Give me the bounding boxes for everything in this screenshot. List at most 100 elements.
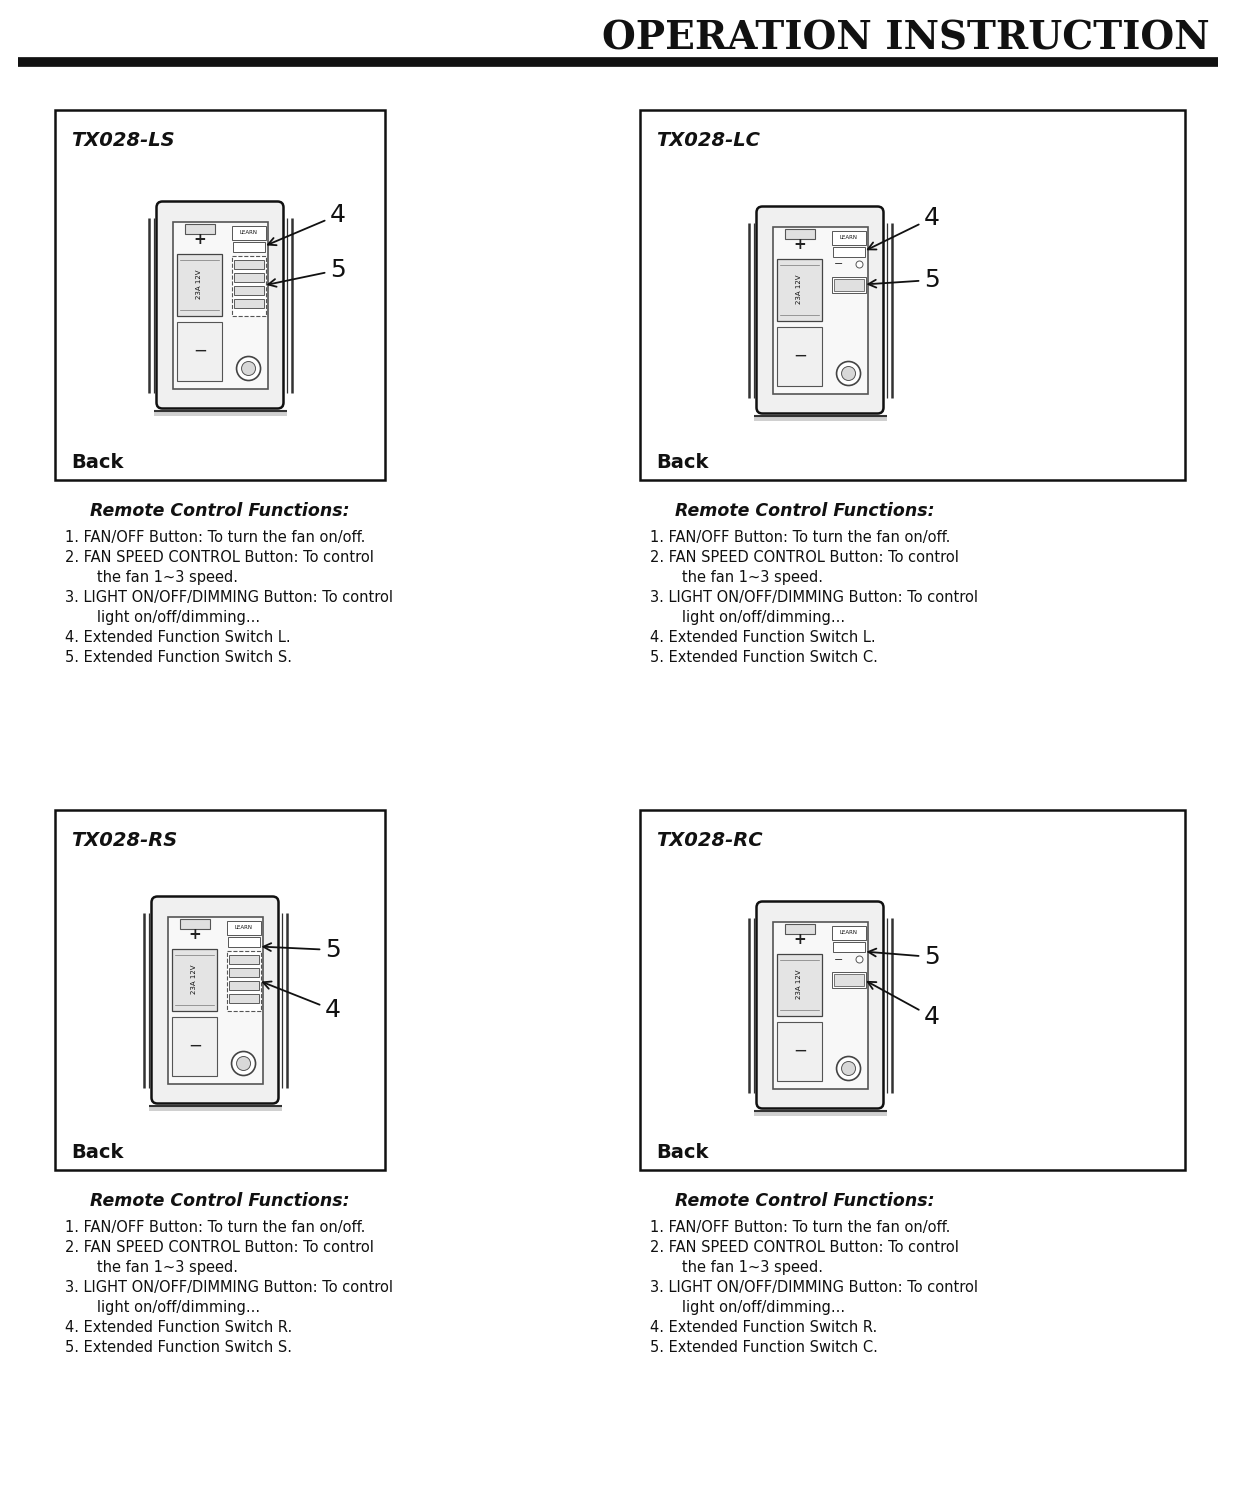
Bar — [231, 255, 266, 315]
Bar — [229, 981, 258, 990]
Text: +: + — [794, 932, 806, 946]
Bar — [776, 327, 822, 386]
Text: Remote Control Functions:: Remote Control Functions: — [90, 503, 350, 520]
Text: 5: 5 — [268, 258, 346, 286]
Text: Back: Back — [656, 453, 708, 471]
Text: light on/off/dimming...: light on/off/dimming... — [83, 610, 260, 626]
Bar — [832, 231, 865, 244]
Text: 23A 12V: 23A 12V — [796, 970, 802, 999]
Text: 1. FAN/OFF Button: To turn the fan on/off.: 1. FAN/OFF Button: To turn the fan on/of… — [650, 530, 950, 544]
Text: −: − — [188, 1036, 201, 1054]
Bar — [229, 993, 258, 1002]
Text: Remote Control Functions:: Remote Control Functions: — [675, 503, 934, 520]
Text: 2. FAN SPEED CONTROL Button: To control: 2. FAN SPEED CONTROL Button: To control — [650, 1240, 959, 1256]
Text: 23A 12V: 23A 12V — [796, 274, 802, 304]
Text: 3. LIGHT ON/OFF/DIMMING Button: To control: 3. LIGHT ON/OFF/DIMMING Button: To contr… — [66, 1280, 393, 1294]
Text: 5. Extended Function Switch S.: 5. Extended Function Switch S. — [66, 650, 292, 664]
Text: 23A 12V: 23A 12V — [192, 964, 197, 994]
Text: the fan 1~3 speed.: the fan 1~3 speed. — [83, 1260, 239, 1275]
FancyBboxPatch shape — [756, 207, 884, 414]
Bar — [833, 279, 864, 291]
Text: 2. FAN SPEED CONTROL Button: To control: 2. FAN SPEED CONTROL Button: To control — [66, 550, 373, 566]
Circle shape — [837, 362, 860, 386]
Text: 3. LIGHT ON/OFF/DIMMING Button: To control: 3. LIGHT ON/OFF/DIMMING Button: To contr… — [650, 590, 978, 604]
Text: TX028-LC: TX028-LC — [656, 130, 760, 150]
Bar — [776, 258, 822, 321]
Bar — [832, 926, 865, 939]
Text: Remote Control Functions:: Remote Control Functions: — [90, 1192, 350, 1210]
Bar — [776, 954, 822, 1016]
Bar — [185, 224, 215, 234]
Bar — [833, 246, 864, 256]
Bar — [772, 226, 868, 393]
Bar — [754, 416, 886, 420]
Text: 4: 4 — [263, 981, 341, 1022]
Circle shape — [837, 1056, 860, 1080]
Text: +: + — [794, 237, 806, 252]
Text: light on/off/dimming...: light on/off/dimming... — [667, 1300, 845, 1316]
Bar — [754, 1110, 886, 1116]
Text: the fan 1~3 speed.: the fan 1~3 speed. — [83, 570, 239, 585]
Text: 2. FAN SPEED CONTROL Button: To control: 2. FAN SPEED CONTROL Button: To control — [66, 1240, 373, 1256]
Text: −: − — [833, 260, 843, 270]
Circle shape — [231, 1052, 256, 1076]
Text: 3. LIGHT ON/OFF/DIMMING Button: To control: 3. LIGHT ON/OFF/DIMMING Button: To contr… — [66, 590, 393, 604]
Text: light on/off/dimming...: light on/off/dimming... — [83, 1300, 260, 1316]
Bar — [177, 254, 221, 315]
Text: Back: Back — [70, 1143, 124, 1161]
Text: 4: 4 — [868, 982, 941, 1029]
Text: LEARN: LEARN — [839, 236, 858, 240]
Bar — [785, 924, 816, 933]
Text: 5: 5 — [263, 938, 341, 962]
Text: 4. Extended Function Switch R.: 4. Extended Function Switch R. — [66, 1320, 292, 1335]
Bar — [148, 1106, 282, 1110]
Bar — [234, 260, 263, 268]
Text: 2. FAN SPEED CONTROL Button: To control: 2. FAN SPEED CONTROL Button: To control — [650, 550, 959, 566]
Bar — [177, 321, 221, 381]
Bar — [234, 273, 263, 282]
Bar — [640, 810, 1185, 1170]
Text: LEARN: LEARN — [240, 230, 257, 236]
Text: LEARN: LEARN — [839, 930, 858, 934]
Bar — [172, 948, 216, 1011]
FancyBboxPatch shape — [157, 201, 283, 408]
Text: 5: 5 — [868, 268, 939, 292]
Text: 1. FAN/OFF Button: To turn the fan on/off.: 1. FAN/OFF Button: To turn the fan on/of… — [650, 1220, 950, 1234]
Bar — [54, 110, 384, 480]
Bar — [234, 285, 263, 294]
Text: 5. Extended Function Switch C.: 5. Extended Function Switch C. — [650, 1340, 878, 1354]
Bar — [229, 954, 258, 963]
Text: 4: 4 — [268, 202, 346, 244]
Circle shape — [857, 261, 863, 268]
Bar — [226, 921, 261, 934]
Circle shape — [842, 366, 855, 381]
Bar — [180, 918, 210, 928]
Bar — [833, 974, 864, 986]
Bar — [776, 1022, 822, 1080]
Text: 5. Extended Function Switch C.: 5. Extended Function Switch C. — [650, 650, 878, 664]
Text: TX028-LS: TX028-LS — [70, 130, 174, 150]
Text: Back: Back — [70, 453, 124, 471]
Bar — [172, 1017, 216, 1076]
Text: +: + — [189, 927, 201, 942]
Text: −: − — [794, 1042, 807, 1060]
Text: Remote Control Functions:: Remote Control Functions: — [675, 1192, 934, 1210]
Bar — [54, 810, 384, 1170]
Text: Back: Back — [656, 1143, 708, 1161]
Text: TX028-RC: TX028-RC — [656, 831, 763, 849]
Text: −: − — [193, 342, 206, 360]
FancyBboxPatch shape — [756, 902, 884, 1108]
Text: the fan 1~3 speed.: the fan 1~3 speed. — [667, 570, 823, 585]
Circle shape — [241, 362, 256, 375]
Text: −: − — [833, 954, 843, 964]
Bar — [785, 228, 816, 238]
Bar — [833, 942, 864, 951]
Circle shape — [857, 956, 863, 963]
Text: 4: 4 — [868, 206, 941, 249]
Bar — [234, 298, 263, 307]
Bar — [226, 951, 261, 1011]
Circle shape — [842, 1062, 855, 1076]
Text: −: − — [794, 346, 807, 364]
Circle shape — [236, 1056, 251, 1071]
Bar — [173, 222, 267, 388]
